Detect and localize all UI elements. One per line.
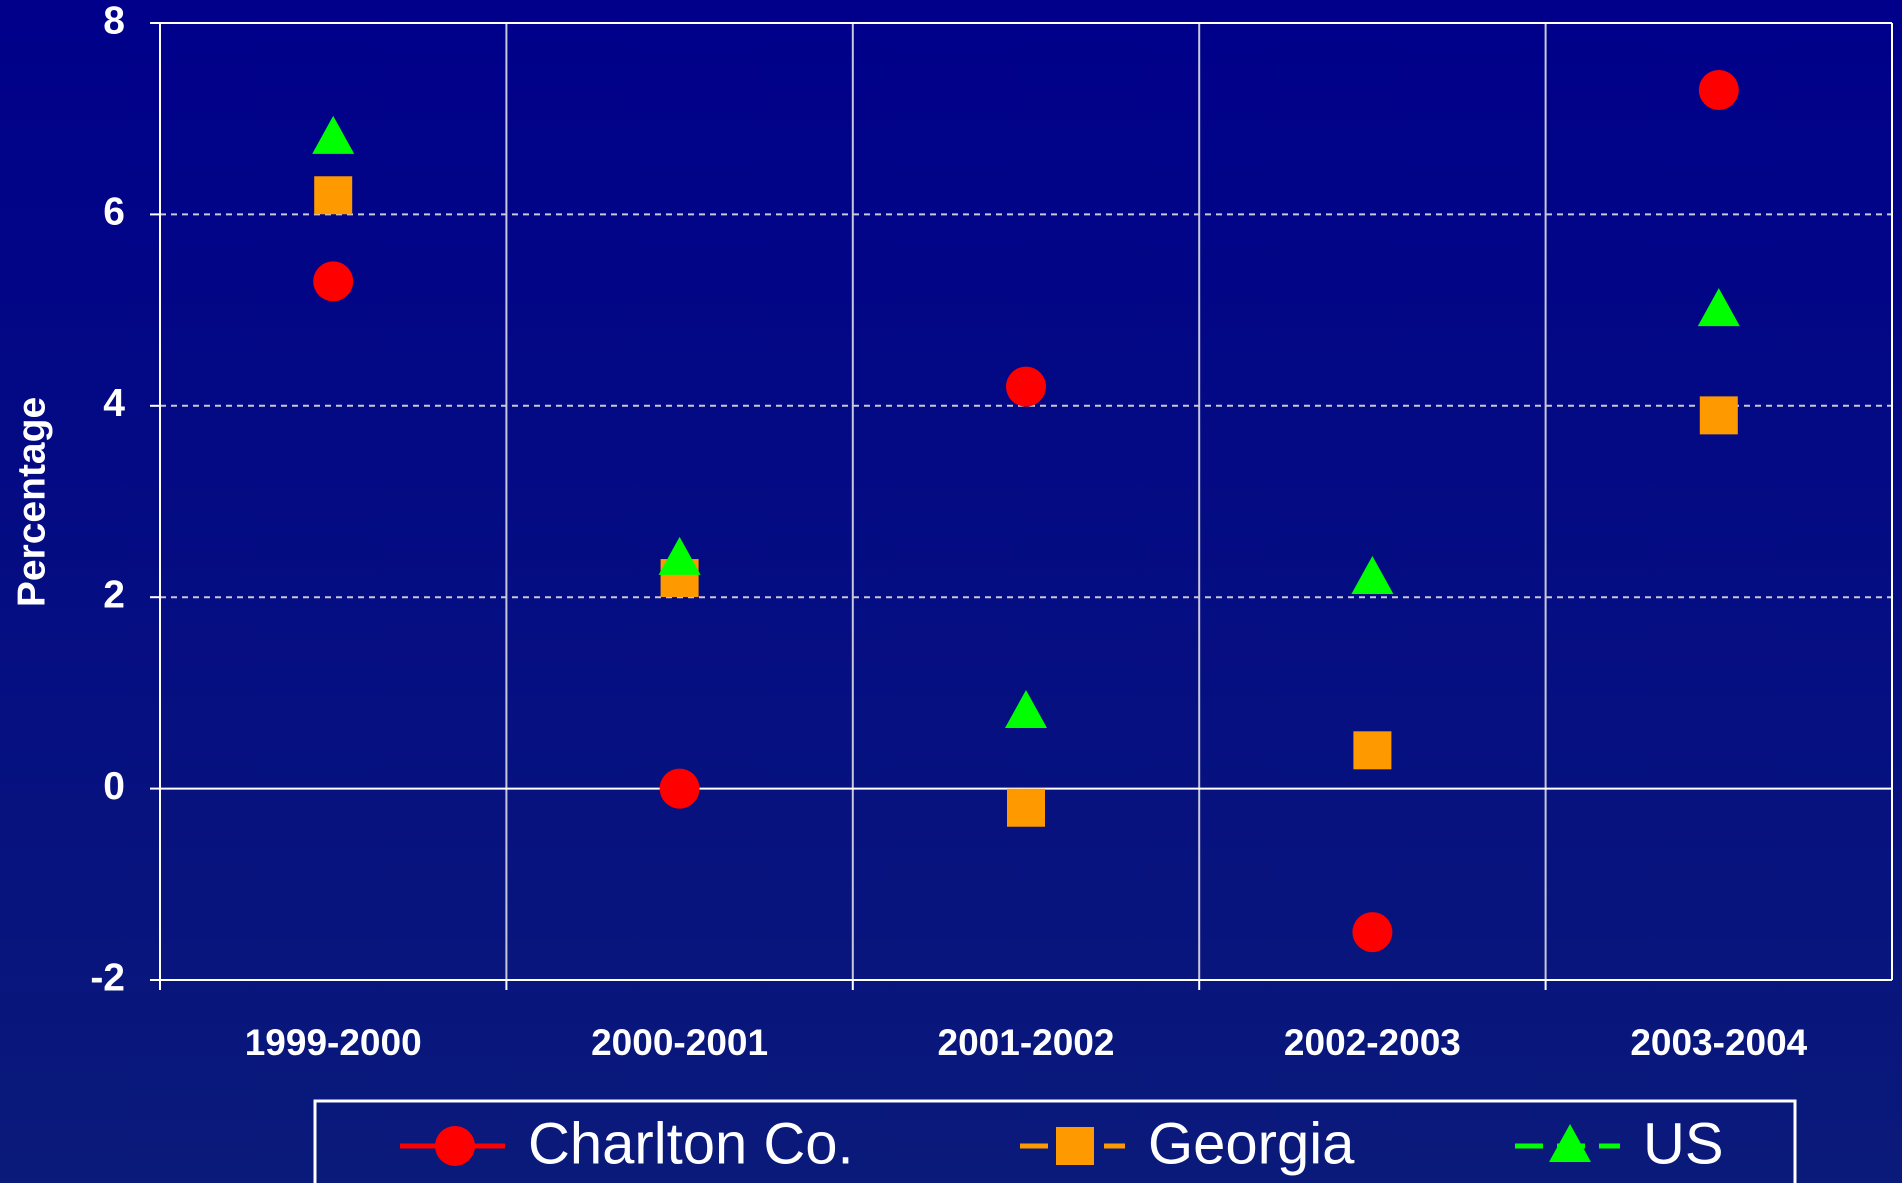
- x-tick-label: 2003-2004: [1630, 1022, 1807, 1063]
- data-point: [1699, 396, 1738, 435]
- data-point: [314, 176, 353, 215]
- y-tick-label: 6: [103, 191, 125, 234]
- legend-item: Charlton Co.: [400, 1111, 854, 1176]
- data-point: [1698, 69, 1739, 110]
- data-point: [1351, 556, 1394, 595]
- x-tick-label: 1999-2000: [245, 1022, 422, 1063]
- x-tick-label: 2002-2003: [1284, 1022, 1461, 1063]
- y-tick-label: -2: [90, 956, 125, 999]
- data-point: [312, 115, 355, 154]
- data-point: [1006, 366, 1046, 407]
- data-point: [1005, 690, 1047, 729]
- legend-label: Charlton Co.: [528, 1111, 854, 1176]
- data-point: [1352, 912, 1393, 953]
- y-tick-label: 8: [103, 0, 125, 42]
- data-point: [313, 261, 354, 302]
- legend-label: US: [1643, 1111, 1724, 1176]
- data-point: [658, 536, 701, 575]
- data-point: [659, 768, 700, 809]
- legend-marker: [435, 1126, 475, 1166]
- x-tick-label: 2000-2001: [591, 1022, 768, 1063]
- legend-item: US: [1515, 1111, 1724, 1176]
- y-tick-label: 2: [103, 573, 125, 616]
- legend-label: Georgia: [1148, 1111, 1355, 1176]
- data-point: [1007, 788, 1045, 827]
- legend-box: [313, 1099, 1797, 1183]
- data-point: [1697, 288, 1740, 327]
- y-tick-label: 0: [103, 765, 125, 808]
- legend-item: Georgia: [1020, 1111, 1355, 1176]
- y-axis-label: Percentage: [10, 397, 53, 607]
- y-tick-label: 4: [103, 382, 125, 425]
- legend-marker: [1549, 1124, 1591, 1162]
- data-point: [1353, 731, 1392, 770]
- x-tick-label: 2001-2002: [938, 1022, 1115, 1063]
- legend-marker: [1056, 1127, 1094, 1165]
